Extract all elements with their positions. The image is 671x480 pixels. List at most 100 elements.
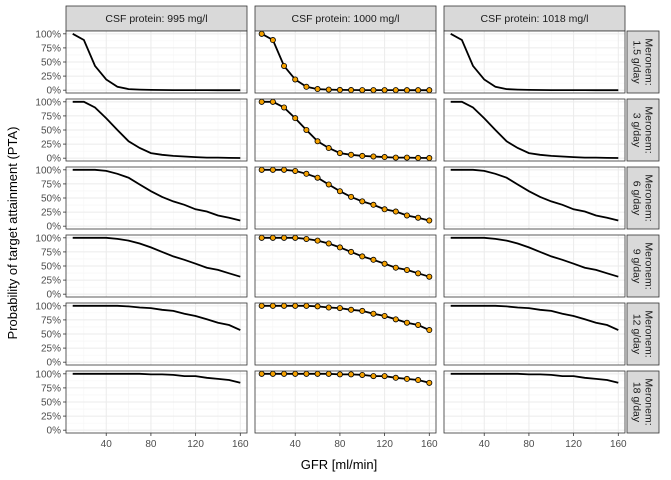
data-point [426,217,433,224]
data-point [281,234,288,241]
x-tick-label: 40 [479,439,491,450]
row-strip-6 [626,370,660,434]
row-strip-label: Meronem:1.5 g/day [631,38,655,85]
series-line [450,304,619,331]
data-point [348,87,355,94]
row-strip-3 [626,166,660,230]
panel-border [65,370,248,434]
panel-border [443,234,626,298]
data-point [415,321,422,328]
data-point [392,208,399,215]
data-point [303,235,310,242]
data-point [325,240,332,247]
data-point [403,154,410,161]
data-point [359,198,366,205]
data-point [336,188,343,195]
data-point [258,30,265,37]
data-point [415,154,422,161]
data-point [415,377,422,384]
data-point [303,83,310,90]
y-tick-label: 100% [35,165,61,176]
data-point [314,303,321,310]
data-point [292,370,299,377]
x-tick-label: 160 [421,439,438,450]
data-point [348,248,355,255]
panel-border [254,234,437,298]
y-tick-label: 50% [41,58,61,69]
data-point [258,302,265,309]
y-tick-label: 100% [35,29,61,40]
data-point [415,214,422,221]
data-point [269,98,276,105]
data-point [403,319,410,326]
series-line [261,33,430,92]
data-point [359,253,366,260]
panel-border [65,166,248,230]
y-axis-title: Probability of target attainment (PTA) [5,127,20,340]
series-line [72,304,241,331]
data-point [392,316,399,323]
panel-r6-c3 [443,370,626,434]
y-tick-label: 25% [41,208,61,219]
data-point [281,302,288,309]
panel-border [443,98,626,162]
data-point [281,166,288,173]
column-strip-label: CSF protein: 1000 mg/l [292,13,400,25]
panel-r2-c2 [254,98,437,162]
y-tick-label: 100% [35,301,61,312]
data-point [370,153,377,160]
row-strip-label: Meronem:12 g/day [631,310,655,357]
panel-border [443,302,626,366]
series-line [72,168,241,222]
data-point [269,302,276,309]
y-tick-label: 0% [47,290,62,301]
data-point [258,166,265,173]
y-tick-label: 50% [41,126,61,137]
x-tick-label: 120 [565,439,582,450]
data-point [325,181,332,188]
data-point [325,86,332,93]
y-tick-label: 100% [35,97,61,108]
row-strip-5 [626,302,660,366]
data-point [325,370,332,377]
panel-border [443,370,626,434]
data-point [269,37,276,44]
y-tick-label: 25% [41,140,61,151]
panel-r4-c1 [65,234,248,298]
data-point [370,373,377,380]
y-tick-label: 25% [41,412,61,423]
series-line [450,100,619,159]
data-point [403,212,410,219]
panel-border [254,98,437,162]
data-point [370,87,377,94]
facet-panels: CSF protein: 995 mg/l CSF protein: 1000 m… [35,5,660,450]
series-line [450,33,619,92]
data-point [303,127,310,134]
data-point [359,152,366,159]
series-line [261,236,430,278]
data-point [314,237,321,244]
y-tick-label: 100% [35,369,61,380]
panel-border [443,30,626,94]
panel-r5-c2 [254,302,437,366]
y-tick-label: 50% [41,398,61,409]
data-point [381,373,388,380]
data-point [381,154,388,161]
y-tick-label: 75% [41,383,61,394]
panel-r5-c1 [65,302,248,366]
data-point [426,379,433,386]
data-point [392,264,399,271]
data-point [348,371,355,378]
y-tick-label: 50% [41,262,61,273]
y-tick-label: 75% [41,111,61,122]
y-tick-label: 25% [41,72,61,83]
row-strip-label: Meronem:18 g/day [631,378,655,425]
panel-r2-c1 [65,98,248,162]
data-point [426,155,433,162]
y-tick-label: 25% [41,276,61,287]
x-tick-label: 40 [101,439,113,450]
row-strip-1 [626,30,660,94]
row-strip-2 [626,98,660,162]
row-strip-label: Meronem:6 g/day [631,174,655,221]
panel-r3-c2 [254,166,437,230]
